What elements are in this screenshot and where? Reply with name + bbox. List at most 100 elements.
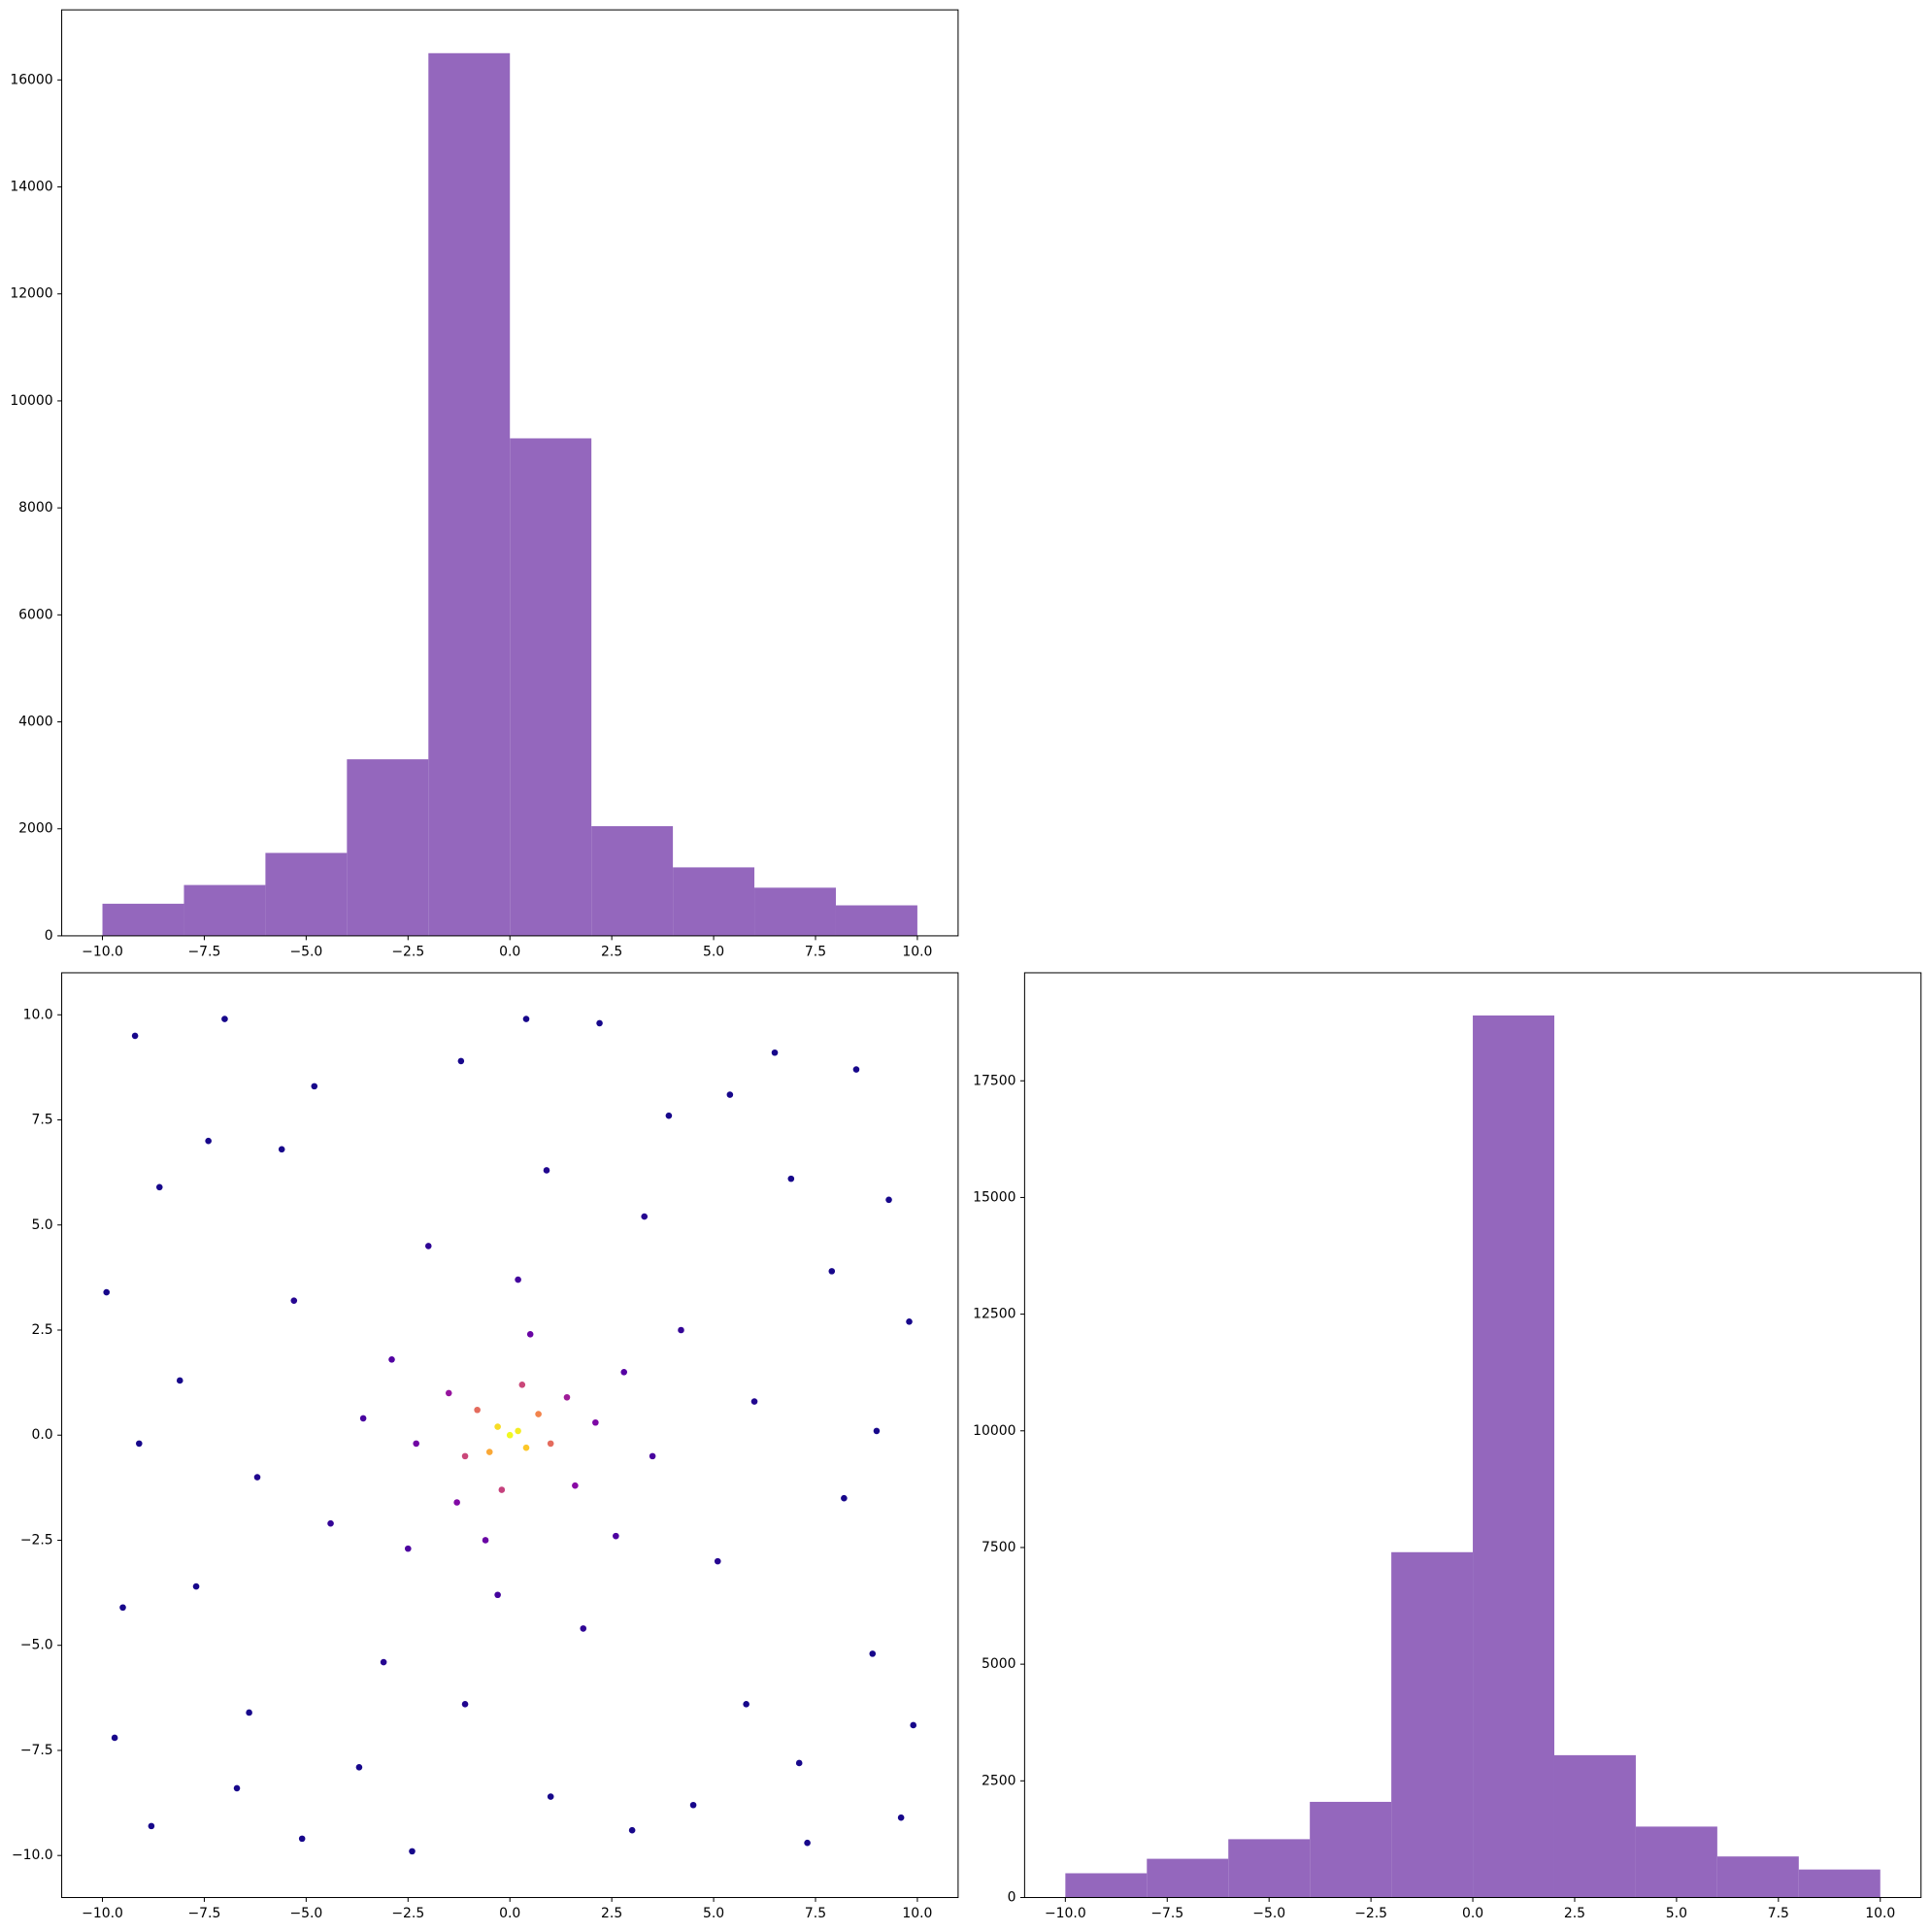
y-tick-label: 2000 [18,821,52,837]
scatter-point [192,1582,200,1590]
scatter-point [253,1474,261,1481]
x-tick-label: 2.5 [601,1906,622,1921]
bar [102,903,184,936]
y-tick-label: 7500 [982,1540,1015,1555]
scatter-point [873,1427,881,1435]
scatter-point [413,1440,419,1448]
scatter-point [246,1709,252,1716]
x-tick-label: −2.5 [391,944,424,959]
scatter-point [388,1356,395,1363]
x-tick-label: 10.0 [902,1906,932,1921]
x-tick-label: −7.5 [188,944,221,959]
scatter-point [580,1625,587,1632]
x-tick-label: 2.5 [1564,1906,1585,1921]
bar [347,759,429,936]
x-tick-label: −2.5 [1354,1906,1387,1921]
bar [1391,1551,1474,1898]
x-tick-label: 2.5 [601,944,622,959]
x-tick-label: 7.5 [1768,1906,1789,1921]
scatter-point [547,1440,554,1448]
scatter-point [771,1049,779,1056]
scatter-point [665,1112,673,1119]
y-tick-label: 15000 [973,1189,1015,1205]
bar [428,52,511,936]
bar [1635,1826,1717,1898]
bar [1798,1869,1881,1898]
x-tick-label: 5.0 [703,1906,724,1921]
scatter-point [841,1494,848,1502]
scatter-point [457,1057,465,1065]
x-tick-label: −5.0 [289,1906,322,1921]
scatter-point [482,1537,489,1544]
scatter-point [131,1032,139,1040]
scatter-point [453,1499,460,1506]
x-tick-label: 0.0 [1462,1906,1483,1921]
y-tick-label: 17500 [973,1073,1015,1088]
scatter-point [649,1452,656,1460]
bar [673,867,755,936]
y-tick-label: 5000 [982,1656,1015,1672]
scatter-point [828,1268,836,1275]
bar [1310,1801,1392,1898]
y-tick-label: −7.5 [20,1743,53,1758]
scatter-point [787,1175,795,1183]
bar [1473,1015,1554,1898]
scatter-point [641,1213,649,1220]
scatter-point [869,1650,877,1657]
axes-frame [61,972,959,1898]
scatter-point [424,1243,432,1249]
scatter-point [543,1167,550,1174]
scatter-point [506,1431,514,1439]
scatter-point [474,1406,481,1414]
y-tick-label: −2.5 [20,1532,53,1548]
bar [510,438,592,936]
scatter-point [522,1444,530,1451]
scatter-point [155,1183,163,1191]
y-tick-label: 8000 [18,500,52,516]
x-tick-label: 10.0 [1865,1906,1895,1921]
scatter-point [221,1016,228,1022]
scatter-point [327,1519,334,1527]
x-tick-label: 5.0 [703,944,724,959]
scatter-point [678,1326,684,1334]
x-tick-label: −10.0 [82,1906,123,1921]
scatter-point [750,1398,758,1405]
y-tick-label: −10.0 [12,1848,53,1863]
scatter-point [498,1486,506,1493]
y-tick-label: 2.5 [32,1322,53,1338]
scatter-point [494,1423,501,1430]
x-tick-label: −7.5 [188,1906,221,1921]
axes-frame [1023,972,1922,1898]
scatter-point [380,1658,387,1666]
x-tick-label: −7.5 [1150,1906,1183,1921]
x-tick-label: 5.0 [1666,1906,1687,1921]
scatter-point [518,1381,526,1388]
scatter-point [494,1591,501,1599]
y-tick-label: 10000 [10,393,52,409]
scatter-point [515,1427,521,1435]
y-tick-label: 2500 [982,1773,1015,1788]
x-tick-label: 7.5 [805,944,826,959]
y-tick-label: 6000 [18,607,52,622]
x-tick-label: 7.5 [805,1906,826,1921]
y-tick-label: 10000 [973,1423,1015,1439]
scatter-point [103,1288,111,1296]
scatter-point [233,1784,241,1792]
bar [265,852,348,936]
y-tick-label: 7.5 [32,1113,53,1128]
x-tick-label: 0.0 [499,1906,520,1921]
scatter-point [445,1389,452,1397]
scatter-point [148,1822,155,1830]
scatter-point [726,1091,734,1098]
y-tick-label: 12500 [973,1307,1015,1322]
scatter-point [689,1801,697,1809]
bar [1147,1858,1229,1898]
scatter-point [485,1449,493,1455]
bar [1065,1873,1148,1898]
scatter-point [461,1452,469,1460]
x-tick-label: 0.0 [499,944,520,959]
scatter-point [628,1826,636,1834]
y-tick-label: −5.0 [20,1638,53,1653]
scatter-point [515,1276,521,1283]
